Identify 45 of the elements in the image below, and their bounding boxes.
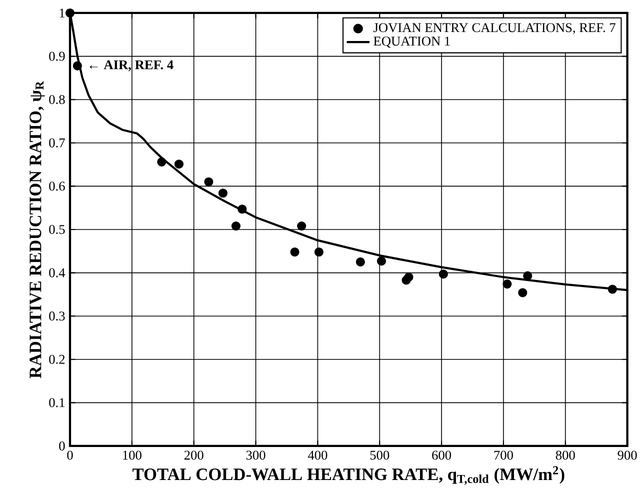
legend-label: EQUATION 1 [374, 36, 450, 48]
x-tick-label: 600 [432, 450, 452, 460]
point [157, 157, 166, 166]
point [204, 177, 214, 186]
y-tick-label: 0.6 [49, 182, 65, 191]
point [518, 288, 528, 298]
y-tick-label: 0.7 [49, 138, 65, 148]
x-tick-label: 400 [308, 450, 328, 460]
point [608, 284, 617, 294]
y-axis-title: RADIATIVE REDUCTION RATIO, ψ$_{R}$ [30, 81, 45, 378]
point [72, 61, 82, 70]
legend-label: JOVIAN ENTRY CALCULATIONS, REF. 7 [374, 23, 616, 34]
x-tick-label: 700 [494, 450, 513, 460]
point [314, 247, 324, 257]
x-tick-label: 900 [618, 450, 637, 460]
point [65, 8, 75, 18]
y-tick-label: 0.1 [49, 398, 64, 408]
x-tick-label: 0 [67, 450, 73, 460]
x-tick-label: 100 [123, 450, 142, 460]
point [356, 257, 365, 266]
y-tick-label: 0 [59, 441, 65, 450]
point [404, 272, 414, 282]
y-tick-label: 0.3 [49, 312, 65, 321]
point [502, 280, 512, 289]
x-tick-label: 300 [246, 450, 266, 460]
point [297, 221, 306, 231]
x-tick-label: 800 [556, 450, 575, 460]
point [438, 270, 448, 279]
point [376, 256, 386, 266]
point [523, 271, 532, 280]
point [290, 247, 300, 257]
y-tick-label: 0.8 [49, 95, 65, 104]
point [238, 204, 247, 214]
x-tick-label: 200 [184, 450, 204, 460]
annotation: ← AIR, REF. 4 [90, 60, 174, 72]
x-axis-title: TOTAL COLD-WALL HEATING RATE, q$_{T,cold}$ (MW/m$^{2}$) [132, 466, 564, 485]
y-tick-label: 0.4 [49, 268, 66, 278]
y-tick-label: 0.2 [49, 354, 65, 364]
point [174, 160, 184, 169]
y-tick-label: 1 [60, 8, 64, 18]
x-tick-label: 500 [370, 450, 390, 460]
y-tick-label: 0.9 [49, 52, 65, 61]
y-tick-label: 0.5 [49, 224, 65, 234]
point [231, 221, 240, 231]
point [218, 188, 228, 198]
